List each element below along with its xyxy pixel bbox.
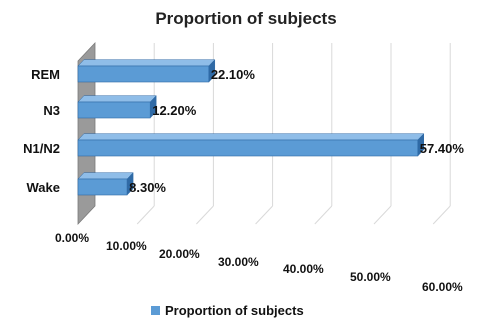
bar-top-face (77, 95, 157, 103)
x-tick-label: 10.00% (106, 239, 147, 253)
chart-title: Proportion of subjects (155, 9, 336, 28)
bar-n3 (77, 95, 157, 119)
category-labels: REM N3 N1/N2 Wake (23, 67, 60, 195)
x-tick-label: 50.00% (350, 270, 391, 284)
data-label: 12.20% (152, 103, 197, 118)
x-tick-label: 0.00% (55, 231, 89, 245)
gridline-floor (136, 205, 155, 225)
bar-front-face (77, 178, 128, 196)
bar-end-face (417, 133, 425, 157)
bar-front-face (77, 65, 210, 83)
data-label: 8.30% (129, 180, 166, 195)
legend-label: Proportion of subjects (165, 303, 304, 318)
category-label: REM (31, 67, 60, 82)
legend-swatch (151, 306, 160, 315)
x-tick-label: 60.00% (422, 280, 463, 294)
bar-front-face (77, 101, 151, 119)
x-tick-label: 20.00% (159, 247, 200, 261)
legend: Proportion of subjects (151, 303, 304, 318)
data-label: 22.10% (211, 67, 256, 82)
bar-top-face (77, 172, 134, 180)
gridline-floor (255, 205, 273, 225)
gridline-floor (314, 205, 333, 225)
category-label: N3 (43, 103, 60, 118)
x-tick-label: 30.00% (218, 255, 259, 269)
gridline-floor (432, 205, 451, 225)
bar-end-face (208, 59, 216, 83)
bar-rem (77, 59, 216, 83)
bar-top-face (77, 133, 425, 141)
bar-top-face (77, 59, 216, 67)
category-label: Wake (27, 180, 60, 195)
bars (77, 59, 425, 196)
bar-n1-n2 (77, 133, 425, 157)
x-tick-label: 40.00% (283, 262, 324, 276)
bar-end-face (149, 95, 157, 119)
x-tick-labels: 0.00% 10.00% 20.00% 30.00% 40.00% 50.00% 60.00… (55, 231, 463, 294)
data-labels: 22.10% 12.20% 57.40% 8.30% (129, 67, 464, 195)
bar-wake (77, 172, 134, 196)
gridline-floor (373, 205, 392, 225)
category-label: N1/N2 (23, 141, 60, 156)
gridline-floor (196, 205, 214, 225)
data-label: 57.40% (420, 141, 465, 156)
bar-end-face (126, 172, 134, 196)
bar-front-face (77, 139, 419, 157)
